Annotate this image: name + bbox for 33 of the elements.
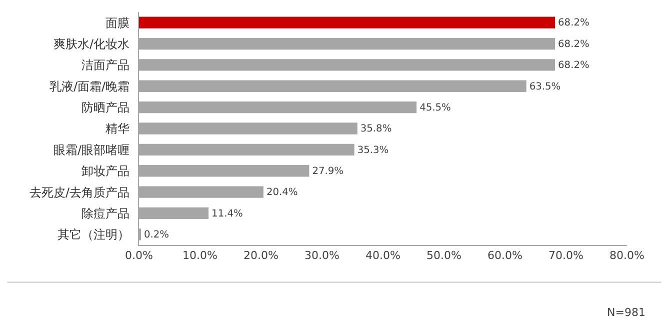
x-tick-label: 30.0% (304, 249, 340, 262)
text: N=981 (607, 306, 646, 319)
x-tick-label: 0.0% (125, 249, 153, 262)
data-label: 45.5% (420, 102, 451, 114)
data-label: 20.4% (266, 187, 298, 198)
y-tick-label: 除痘产品 (82, 206, 130, 220)
data-label: 35.8% (360, 124, 392, 135)
y-tick-label: 眼霜/眼部啫喱 (54, 142, 130, 157)
y-tick-label: 去死皮/去角质产品 (30, 185, 130, 200)
data-label: 27.9% (312, 166, 344, 177)
x-tick-label: 70.0% (548, 249, 584, 262)
data-label: 11.4% (212, 208, 243, 220)
x-tick-label: 10.0% (182, 249, 218, 262)
data-label: 68.2% (558, 18, 590, 29)
data-label: 63.5% (529, 81, 561, 92)
bar (139, 16, 556, 28)
x-tick-label: 60.0% (488, 249, 522, 262)
x-tick-label: 80.0% (610, 249, 644, 262)
y-tick-label: 面膜 (106, 16, 130, 30)
y-tick-label: 乳液/面霜/晚霜 (50, 79, 130, 94)
data-label: 0.2% (144, 230, 170, 241)
data-label: 68.2% (558, 38, 590, 50)
data-label: 35.3% (357, 144, 389, 156)
x-tick-label: 20.0% (244, 249, 278, 262)
y-tick-label: 卸妆产品 (82, 164, 130, 178)
y-tick-label: 爽肤水/化妆水 (54, 36, 130, 51)
y-tick-label: 精华 (106, 122, 130, 136)
x-tick-label: 40.0% (366, 249, 400, 262)
y-tick-label: 防晒产品 (82, 100, 130, 115)
data-label: 68.2% (558, 60, 590, 72)
y-tick-label: 其它（注明） (58, 228, 130, 242)
y-tick-label: 洁面产品 (82, 58, 130, 72)
x-tick-label: 50.0% (426, 249, 462, 262)
